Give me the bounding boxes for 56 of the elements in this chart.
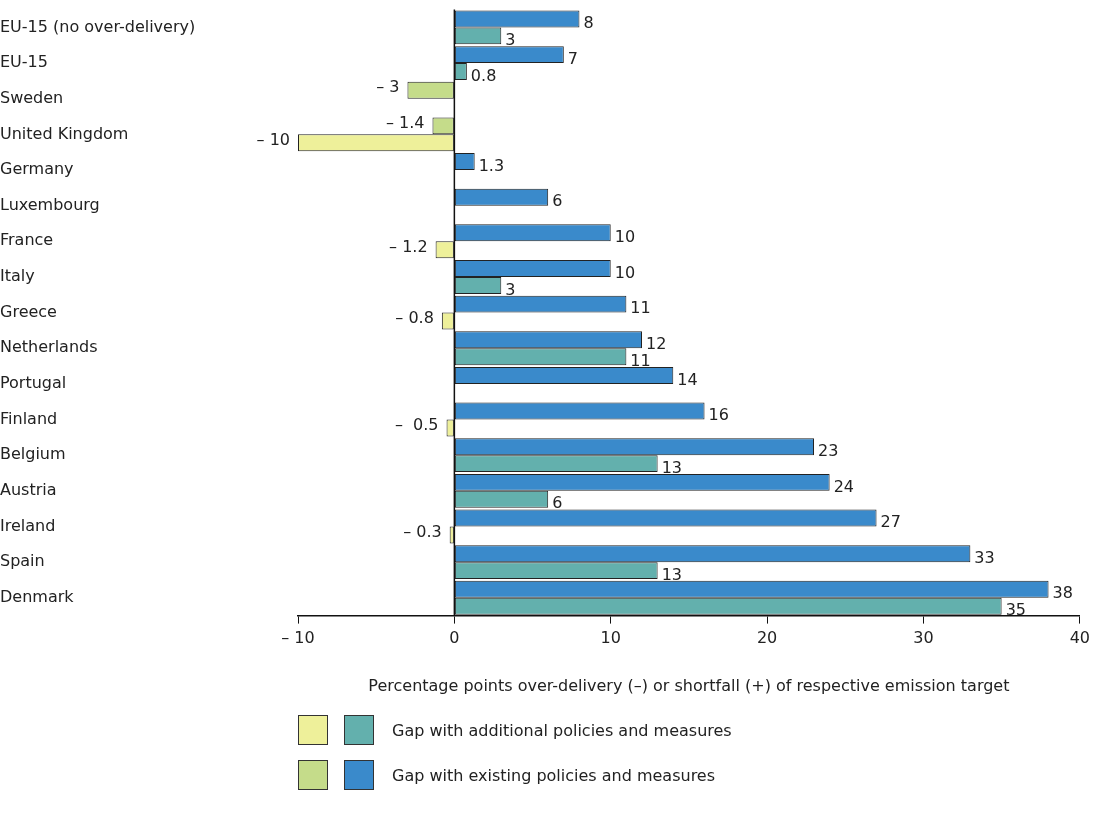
data-label: 10: [614, 227, 636, 246]
data-label: 7: [567, 48, 579, 68]
data-label: 11: [630, 350, 651, 370]
y-tick-label: United Kingdom: [0, 123, 129, 143]
data-label: 6: [552, 493, 563, 513]
y-tick-label: Denmark: [0, 586, 75, 606]
data-label: 16: [708, 405, 729, 425]
x-tick-label: 20: [756, 628, 778, 648]
data-label: 38: [1052, 583, 1073, 603]
data-label: 33: [974, 547, 995, 567]
data-label: 35: [1005, 600, 1026, 620]
y-tick-label: Portugal: [0, 373, 67, 393]
x-tick-label: 40: [1069, 628, 1090, 648]
data-label: 3: [505, 30, 516, 50]
data-label: – 3: [376, 77, 400, 97]
y-tick-label: Greece: [0, 301, 57, 321]
y-tick-label: EU-15: [0, 52, 48, 72]
x-tick-label: – 10: [281, 628, 315, 648]
data-label: 11: [630, 298, 651, 318]
legend-label: Gap with additional policies and measures: [392, 720, 732, 740]
data-label: 14: [677, 369, 698, 389]
data-label: 13: [661, 564, 682, 584]
data-label: 27: [880, 512, 901, 532]
y-tick-label: Luxembourg: [0, 194, 100, 214]
y-tick-label: Italy: [0, 266, 35, 286]
x-tick-label: 0: [449, 628, 460, 648]
data-label: 10: [614, 262, 636, 282]
y-tick-label: Germany: [0, 159, 74, 179]
data-label: 3: [505, 279, 516, 299]
y-tick-label: Spain: [0, 551, 45, 571]
data-label: – 0.8: [395, 308, 434, 328]
y-tick-label: Sweden: [0, 87, 64, 107]
y-tick-label: Ireland: [0, 515, 56, 535]
y-tick-label: Finland: [0, 408, 58, 428]
data-label: – 0.5: [394, 415, 439, 435]
data-label: – 1.2: [389, 236, 428, 256]
y-tick-label: France: [0, 230, 54, 250]
data-label: – 1.4: [385, 113, 425, 133]
x-axis-title: Percentage points over-delivery (–) or shortfall (+) of respective emission target: [368, 675, 1010, 695]
data-label: 12: [646, 333, 667, 353]
data-label: 13: [661, 457, 682, 477]
data-label: 24: [833, 476, 854, 496]
x-tick-label: 10: [600, 628, 621, 648]
data-label: 1.3: [478, 155, 505, 175]
data-label: 6: [552, 191, 563, 211]
data-label: 8: [583, 13, 594, 33]
data-label: 0.8: [470, 65, 497, 85]
y-tick-label: Netherlands: [0, 337, 98, 357]
legend-label: Gap with existing policies and measures: [392, 765, 716, 785]
y-tick-label: Belgium: [0, 444, 66, 464]
data-label: – 0.3: [403, 522, 442, 542]
y-tick-label: Austria: [0, 479, 57, 499]
y-tick-label: EU-15 (no over-delivery): [0, 16, 196, 36]
data-label: 23: [818, 440, 839, 460]
data-label: – 10: [256, 129, 290, 149]
x-tick-label: 30: [913, 628, 934, 648]
